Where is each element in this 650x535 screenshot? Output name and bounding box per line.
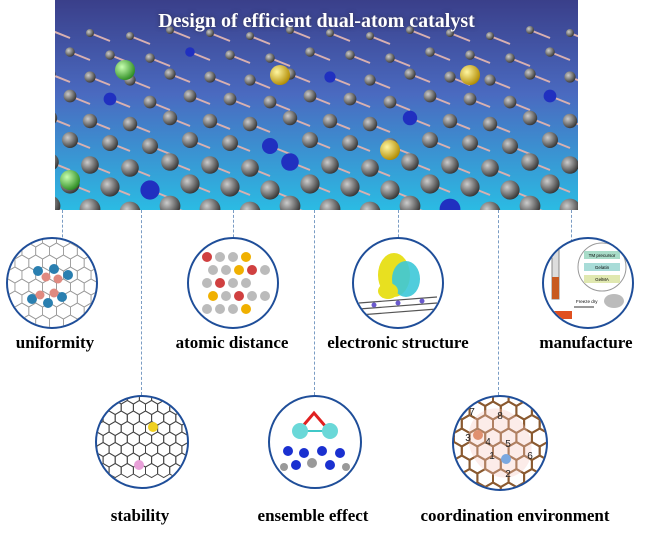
label-ensemble-effect: ensemble effect bbox=[257, 506, 369, 525]
label-electronic-structure: electronic structure bbox=[327, 333, 469, 352]
uniformity-illustration bbox=[6, 237, 98, 329]
inset-freeze-dry: Freeze dry bbox=[576, 299, 598, 304]
ensemble-effect-illustration bbox=[268, 395, 362, 489]
inset-gelatin: Gelatin bbox=[595, 265, 610, 270]
connector-line bbox=[571, 210, 572, 252]
coordination-site-number: 7 bbox=[469, 407, 475, 418]
manufacture-illustration: TM precursor Gelatin GelMA Freeze dry bbox=[542, 237, 634, 329]
connector-line bbox=[141, 210, 142, 395]
connector-line bbox=[62, 210, 63, 252]
label-manufacture: manufacture bbox=[539, 333, 633, 352]
label-stability: stability bbox=[110, 506, 170, 525]
coordination-site-number: 8 bbox=[497, 411, 503, 422]
connector-line bbox=[398, 210, 399, 252]
label-atomic-distance: atomic distance bbox=[175, 333, 289, 352]
label-coordination-environment: coordination environment bbox=[420, 506, 610, 525]
inset-gelma: GelMA bbox=[595, 277, 609, 282]
coordination-site-number: 4 bbox=[485, 437, 491, 448]
stability-illustration bbox=[95, 395, 189, 489]
coordination-site-number: 3 bbox=[465, 433, 471, 444]
coordination-site-number: 6 bbox=[527, 451, 533, 462]
inset-tm-precursor: TM precursor bbox=[589, 253, 616, 258]
coordination-site-number: 2 bbox=[505, 469, 511, 480]
electronic-structure-illustration bbox=[352, 237, 444, 329]
label-uniformity: uniformity bbox=[15, 333, 95, 352]
connector-line bbox=[233, 210, 234, 252]
connector-line bbox=[498, 210, 499, 395]
connector-line bbox=[314, 210, 315, 395]
graphene-banner-image bbox=[55, 0, 578, 210]
banner-title: Design of efficient dual-atom catalyst bbox=[158, 10, 475, 32]
coordination-site-number: 5 bbox=[505, 439, 511, 450]
coordination-site-number: 1 bbox=[489, 451, 495, 462]
atomic-distance-illustration bbox=[187, 237, 279, 329]
